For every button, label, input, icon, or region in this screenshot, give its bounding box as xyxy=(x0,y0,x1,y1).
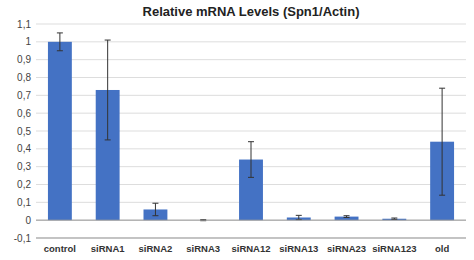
y-tick-label: 0,1 xyxy=(17,197,31,208)
y-tick-label: 0,9 xyxy=(17,54,31,65)
y-tick-label: 0,7 xyxy=(17,90,31,101)
error-bar xyxy=(105,40,111,140)
y-tick-label: 0,5 xyxy=(17,126,31,137)
y-tick-label: 0,8 xyxy=(17,72,31,83)
y-tick-label: 1 xyxy=(25,36,31,47)
error-bar xyxy=(57,33,63,51)
x-tick-label: siRNA13 xyxy=(279,243,318,254)
x-tick-label: siRNA1 xyxy=(91,243,126,254)
y-tick-label: -0,1 xyxy=(14,233,32,244)
x-tick-label: siRNA3 xyxy=(186,243,220,254)
y-tick-label: 0 xyxy=(25,215,31,226)
bar xyxy=(335,217,359,221)
grid-line xyxy=(36,220,466,221)
x-axis: control siRNA1 siRNA2 siRNA3 siRNA12 siRNA13 s… xyxy=(44,243,450,254)
grid-line xyxy=(36,238,466,239)
x-tick-label: siRNA2 xyxy=(139,243,173,254)
y-axis: -0,1 0 0,1 0,2 0,3 0,4 0,5 0,6 0,7 0,8 0,9 1 1,1 xyxy=(14,19,466,244)
error-bar xyxy=(152,203,158,215)
y-tick-label: 0,3 xyxy=(17,161,31,172)
chart: Relative mRNA Levels (Spn1/Actin) -0,1 0 0,… xyxy=(0,0,474,260)
grid-line xyxy=(36,77,466,78)
grid-line xyxy=(36,24,466,25)
x-axis-line xyxy=(36,238,466,239)
error-bar xyxy=(344,216,350,218)
y-tick-label: 0,4 xyxy=(17,143,31,154)
grid-line xyxy=(36,59,466,60)
baseline xyxy=(36,220,466,221)
error-bar xyxy=(296,215,302,219)
error-bar xyxy=(439,88,445,195)
y-tick-label: 0,6 xyxy=(17,108,31,119)
x-tick-label: siRNA12 xyxy=(231,243,270,254)
y-tick-label: 0,2 xyxy=(17,179,31,190)
bars xyxy=(48,33,454,221)
grid-line xyxy=(36,41,466,42)
error-bar xyxy=(391,218,397,219)
x-tick-label: siRNA23 xyxy=(327,243,366,254)
bar xyxy=(48,42,72,220)
x-tick-label: old xyxy=(435,243,449,254)
x-tick-label: siRNA123 xyxy=(372,243,416,254)
error-bar xyxy=(248,142,254,178)
x-tick-label: control xyxy=(44,243,76,254)
y-tick-label: 1,1 xyxy=(17,19,31,30)
title: Relative mRNA Levels (Spn1/Actin) xyxy=(143,4,360,19)
